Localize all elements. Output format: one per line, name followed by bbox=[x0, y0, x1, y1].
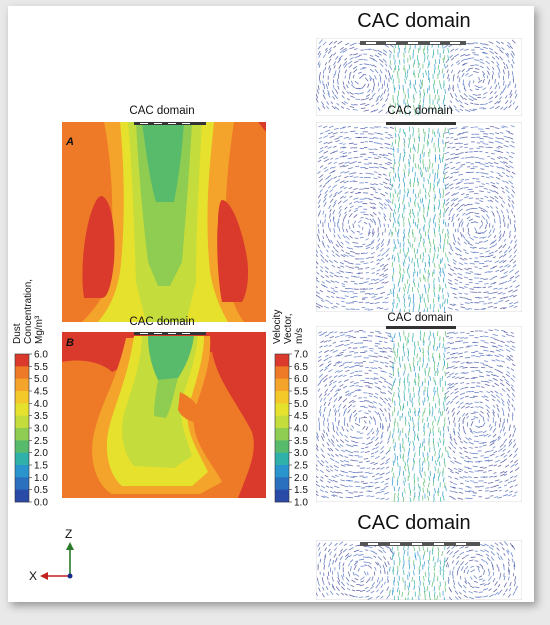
velocity-color-band bbox=[275, 354, 289, 367]
dust-color-band bbox=[15, 354, 29, 367]
cac-label-right-3: CAC domain bbox=[387, 312, 453, 324]
dust-tick-label: 3.0 bbox=[34, 424, 48, 435]
panel-a-letter: A bbox=[66, 136, 74, 148]
dust-tick-label: 0.0 bbox=[34, 498, 48, 509]
cac-label-panel-a: CAC domain bbox=[129, 105, 195, 117]
dust-tick-label: 3.5 bbox=[34, 411, 48, 422]
dust-tick-label: 4.0 bbox=[34, 399, 48, 410]
velocity-panel-bottom-right bbox=[316, 540, 522, 600]
velocity-tick-label: 6.0 bbox=[294, 374, 308, 385]
dust-tick-label: 1.5 bbox=[34, 461, 48, 472]
velocity-colorbar-title: Velocity Vector, m/s bbox=[272, 306, 305, 346]
dust-color-band bbox=[15, 403, 29, 416]
velocity-tick-label: 2.0 bbox=[294, 473, 308, 484]
dust-tick-label: 0.5 bbox=[34, 485, 48, 496]
dust-tick-label: 2.0 bbox=[34, 448, 48, 459]
dust-tick-label: 5.0 bbox=[34, 374, 48, 385]
velocity-panel-right-2 bbox=[316, 122, 522, 312]
dust-color-band bbox=[15, 391, 29, 404]
x-axis-label: X bbox=[29, 569, 38, 583]
dust-tick-label: 6.0 bbox=[34, 350, 48, 361]
dust-color-band bbox=[15, 440, 29, 453]
dust-color-band bbox=[15, 378, 29, 392]
velocity-tick-label: 1.5 bbox=[294, 485, 308, 496]
dust-contour-panel-b bbox=[62, 332, 266, 498]
velocity-color-band bbox=[275, 452, 289, 466]
dust-color-band bbox=[15, 489, 29, 503]
z-axis-label: Z bbox=[65, 527, 73, 541]
velocity-color-band bbox=[275, 366, 289, 379]
dust-tick-label: 2.5 bbox=[34, 436, 48, 447]
velocity-title-line-1: Velocity bbox=[272, 309, 283, 344]
cac-label-panel-b: CAC domain bbox=[129, 316, 195, 328]
velocity-tick-label: 5.0 bbox=[294, 399, 308, 410]
dust-color-band bbox=[15, 415, 29, 429]
dust-tick-label: 5.5 bbox=[34, 362, 48, 373]
dust-color-band bbox=[15, 465, 29, 478]
dust-color-band bbox=[15, 428, 29, 441]
dust-title-line-1: Dust bbox=[12, 323, 23, 344]
velocity-colorbar: 7.0 6.5 6.0 5.5 5.0 4.5 4.0 3.5 3.0 2.5 2.0 1.5 1.0 bbox=[273, 348, 317, 508]
cac-label-top-right: CAC domain bbox=[357, 10, 471, 32]
dust-title-line-2: Concentration, bbox=[23, 278, 34, 344]
dust-tick-label: 1.0 bbox=[34, 473, 48, 484]
velocity-tick-label: 1.0 bbox=[294, 498, 308, 509]
velocity-color-band bbox=[275, 391, 289, 404]
velocity-color-band bbox=[275, 477, 289, 490]
dust-tick-label: 4.5 bbox=[34, 387, 48, 398]
velocity-color-band bbox=[275, 489, 289, 503]
velocity-title-line-2: Vector, bbox=[283, 313, 294, 344]
velocity-tick-label: 4.0 bbox=[294, 424, 308, 435]
velocity-color-band bbox=[275, 440, 289, 453]
dust-colorbar-title: Dust Concentration, Mg/m³ bbox=[12, 279, 45, 346]
velocity-color-band bbox=[275, 465, 289, 478]
panel-b-letter: B bbox=[66, 337, 74, 349]
dust-color-band bbox=[15, 452, 29, 466]
velocity-tick-label: 4.5 bbox=[294, 411, 308, 422]
velocity-color-band bbox=[275, 415, 289, 429]
velocity-tick-label: 7.0 bbox=[294, 350, 308, 361]
cac-label-right-2: CAC domain bbox=[387, 105, 453, 117]
velocity-panel-top-right bbox=[316, 38, 522, 116]
velocity-tick-label: 3.0 bbox=[294, 448, 308, 459]
dust-colorbar-graphic: 6.05.55.0 4.54.03.5 3.02.52.0 1.51.00.5 0.0 bbox=[14, 350, 48, 509]
figure: CAC domain CAC domain A CAC domain bbox=[8, 6, 534, 602]
axes-triad bbox=[40, 542, 74, 580]
cac-label-bottom-right: CAC domain bbox=[357, 512, 471, 534]
velocity-tick-label: 3.5 bbox=[294, 436, 308, 447]
velocity-panel-right-3 bbox=[316, 326, 522, 502]
velocity-color-band bbox=[275, 403, 289, 416]
velocity-tick-label: 2.5 bbox=[294, 461, 308, 472]
velocity-color-band bbox=[275, 378, 289, 392]
dust-colorbar: 6.0 5.5 5.0 4.5 4.0 3.5 3.0 2.5 2.0 1.5 1.0 0.5 0.0 bbox=[13, 348, 57, 508]
velocity-tick-label: 5.5 bbox=[294, 387, 308, 398]
velocity-colorbar-graphic: 7.06.56.0 5.55.04.5 4.03.53.0 2.52.01.5 1.0 bbox=[274, 350, 308, 509]
dust-title-line-3: Mg/m³ bbox=[34, 315, 45, 344]
dust-contour-panel-a bbox=[62, 122, 266, 322]
dust-color-band bbox=[15, 366, 29, 379]
dust-color-band bbox=[15, 477, 29, 490]
velocity-color-band bbox=[275, 428, 289, 441]
velocity-tick-label: 6.5 bbox=[294, 362, 308, 373]
velocity-title-line-3: m/s bbox=[294, 327, 305, 344]
